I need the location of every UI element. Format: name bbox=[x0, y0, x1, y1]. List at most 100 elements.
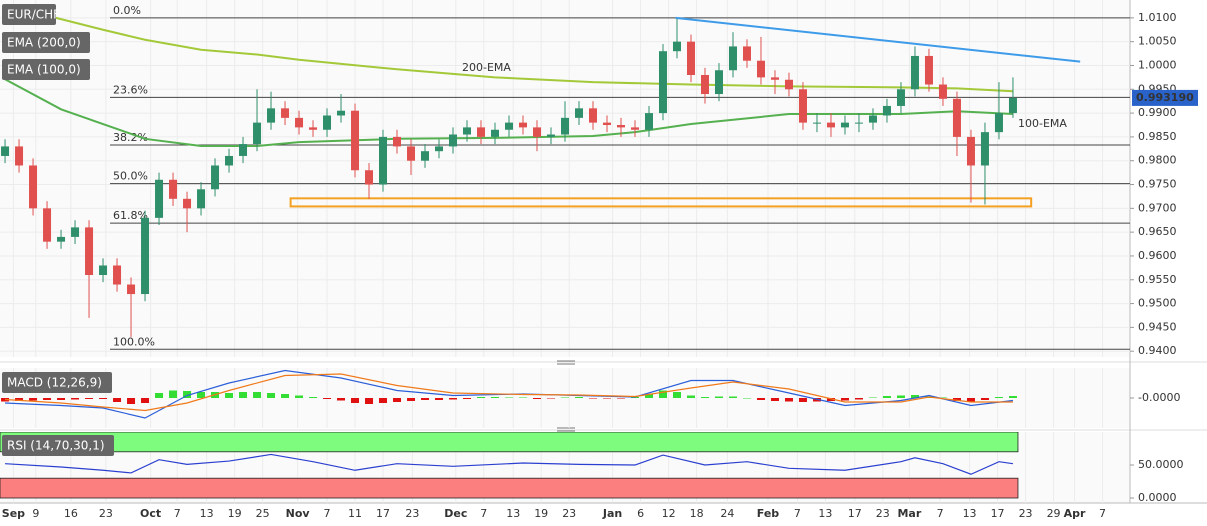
macd-histogram-bar bbox=[700, 397, 709, 398]
candle-body bbox=[938, 84, 947, 99]
x-tick-label: 23 bbox=[876, 507, 890, 520]
candle-body bbox=[686, 41, 695, 75]
macd-histogram-bar bbox=[267, 393, 276, 398]
macd-histogram-bar bbox=[85, 398, 94, 399]
candle-body bbox=[99, 265, 108, 275]
candle-body bbox=[15, 146, 24, 166]
x-tick-label: Mar bbox=[897, 507, 921, 520]
x-tick-label: 7 bbox=[480, 507, 487, 520]
support-zone bbox=[289, 197, 1033, 208]
fib-label: 0.0% bbox=[113, 4, 141, 17]
candle-body bbox=[365, 170, 374, 185]
candle-body bbox=[463, 127, 472, 135]
macd-histogram-bar bbox=[421, 398, 430, 400]
x-tick-label: Apr bbox=[1064, 507, 1086, 520]
x-tick-label: 7 bbox=[937, 507, 944, 520]
legend-box bbox=[2, 372, 112, 393]
x-tick-label: 7 bbox=[1099, 507, 1106, 520]
macd-histogram-bar bbox=[197, 392, 206, 398]
x-tick-label: 16 bbox=[64, 507, 78, 520]
pane-separator[interactable] bbox=[0, 360, 1207, 365]
x-tick-label: 23 bbox=[405, 507, 419, 520]
candle-body bbox=[393, 136, 402, 147]
macd-histogram-bar bbox=[854, 398, 863, 400]
legend-text: EMA (200,0) bbox=[7, 36, 81, 50]
y-tick-label: 1.0100 bbox=[1138, 11, 1177, 24]
macd-histogram-bar bbox=[784, 398, 793, 402]
macd-histogram-bar bbox=[183, 391, 192, 398]
macd-histogram-bar bbox=[910, 395, 919, 398]
macd-histogram-bar bbox=[952, 398, 961, 401]
macd-histogram-bar bbox=[393, 398, 402, 402]
macd-histogram-bar bbox=[756, 398, 765, 400]
candle-body bbox=[169, 179, 178, 199]
candle-body bbox=[407, 146, 416, 161]
ema-annotation: 200-EMA bbox=[462, 61, 511, 74]
macd-histogram-bar bbox=[574, 397, 583, 398]
candle-body bbox=[714, 70, 723, 95]
fib-label: 100.0% bbox=[113, 335, 155, 348]
rsi-line bbox=[5, 453, 1014, 475]
legend-text: MACD (12,26,9) bbox=[7, 376, 102, 390]
macd-histogram-bar bbox=[337, 398, 346, 401]
candle-body bbox=[141, 217, 150, 295]
x-tick-label: 17 bbox=[991, 507, 1005, 520]
x-tick-label: 13 bbox=[818, 507, 832, 520]
macd-histogram-bar bbox=[99, 398, 108, 399]
macd-histogram-bar bbox=[602, 398, 611, 399]
macd-histogram-bar bbox=[309, 397, 318, 398]
candle-body bbox=[924, 55, 933, 85]
macd-histogram-bar bbox=[519, 397, 528, 398]
macd-histogram-bar bbox=[239, 392, 248, 398]
candle-body bbox=[211, 165, 220, 190]
macd-histogram-bar bbox=[141, 398, 150, 403]
price-plot: 0.0% 23.6% 38.2% 50.0% 61.8% 100.0% bbox=[1, 4, 1130, 350]
pane-separator[interactable] bbox=[0, 427, 1207, 432]
legend-box bbox=[2, 435, 114, 456]
macd-histogram-bar bbox=[938, 397, 947, 398]
macd-histogram-bar bbox=[281, 394, 290, 398]
x-tick-label: 9 bbox=[32, 507, 39, 520]
x-tick-label: 24 bbox=[720, 507, 734, 520]
legend-text: EUR/CHF bbox=[7, 8, 60, 22]
x-tick-label: 29 bbox=[1047, 507, 1061, 520]
y-tick-label: 0.0000 bbox=[1138, 491, 1177, 504]
macd-histogram-bar bbox=[672, 392, 681, 398]
macd-histogram-bar bbox=[477, 397, 486, 398]
x-tick-label: 7 bbox=[174, 507, 181, 520]
macd-histogram-bar bbox=[868, 397, 877, 398]
y-tick-label: 0.9900 bbox=[1138, 106, 1177, 119]
x-tick-label: Jan bbox=[602, 507, 622, 520]
macd-line bbox=[5, 373, 1013, 412]
macd-histogram-bar bbox=[323, 398, 332, 399]
candle-body bbox=[798, 89, 807, 123]
macd-histogram-bar bbox=[770, 398, 779, 401]
candle-body bbox=[449, 134, 458, 147]
macd-histogram-bar bbox=[15, 398, 24, 401]
candle-body bbox=[435, 146, 444, 152]
candle-body bbox=[574, 108, 583, 118]
macd-histogram-bar bbox=[449, 398, 458, 400]
macd-histogram-bar bbox=[29, 398, 38, 401]
x-tick-label: 11 bbox=[348, 507, 362, 520]
macd-plot bbox=[1, 369, 1017, 419]
y-tick-label: 0.9600 bbox=[1138, 249, 1177, 262]
macd-histogram-bar bbox=[1008, 396, 1017, 398]
x-tick-label: 23 bbox=[1019, 507, 1033, 520]
macd-histogram-bar bbox=[463, 398, 472, 399]
candle-body bbox=[337, 110, 346, 116]
macd-histogram-bar bbox=[588, 398, 597, 399]
legend-text: EMA (100,0) bbox=[7, 63, 81, 77]
y-tick-label: 1.0050 bbox=[1138, 35, 1177, 48]
candle-body bbox=[616, 125, 625, 128]
x-tick-label: 13 bbox=[200, 507, 214, 520]
macd-histogram-bar bbox=[155, 393, 164, 398]
candle-body bbox=[197, 189, 206, 209]
y-tick-label: -0.0000 bbox=[1138, 391, 1180, 404]
rsi-plot bbox=[0, 432, 1019, 499]
y-tick-label: 0.9750 bbox=[1138, 178, 1177, 191]
candle-body bbox=[826, 122, 835, 128]
rsi-band bbox=[0, 432, 1019, 453]
candle-body bbox=[295, 117, 304, 128]
candle-body bbox=[630, 127, 639, 130]
